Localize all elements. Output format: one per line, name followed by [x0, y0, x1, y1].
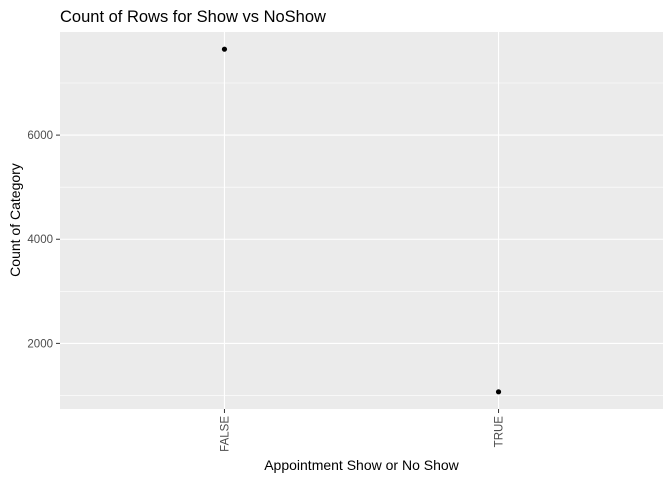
- y-axis-ticks: 2000 4000 6000: [27, 130, 60, 350]
- x-axis-title: Appointment Show or No Show: [264, 457, 459, 473]
- y-tick-label-2: 6000: [27, 130, 53, 142]
- plot-panel: [60, 32, 663, 409]
- data-point-false: [221, 46, 228, 52]
- y-tick-label-1: 4000: [27, 234, 53, 246]
- y-tick-label-0: 2000: [27, 338, 53, 350]
- data-points: [221, 46, 502, 395]
- major-gridlines: [60, 32, 663, 409]
- chart-title: Count of Rows for Show vs NoShow: [60, 8, 326, 26]
- x-tick-label-1: TRUE: [494, 416, 506, 448]
- y-axis-title: Count of Category: [7, 163, 23, 277]
- data-point-true: [495, 389, 502, 395]
- x-tick-label-0: FALSE: [219, 416, 231, 452]
- minor-gridlines: [60, 82, 663, 396]
- x-axis-ticks: FALSE TRUE: [219, 409, 506, 452]
